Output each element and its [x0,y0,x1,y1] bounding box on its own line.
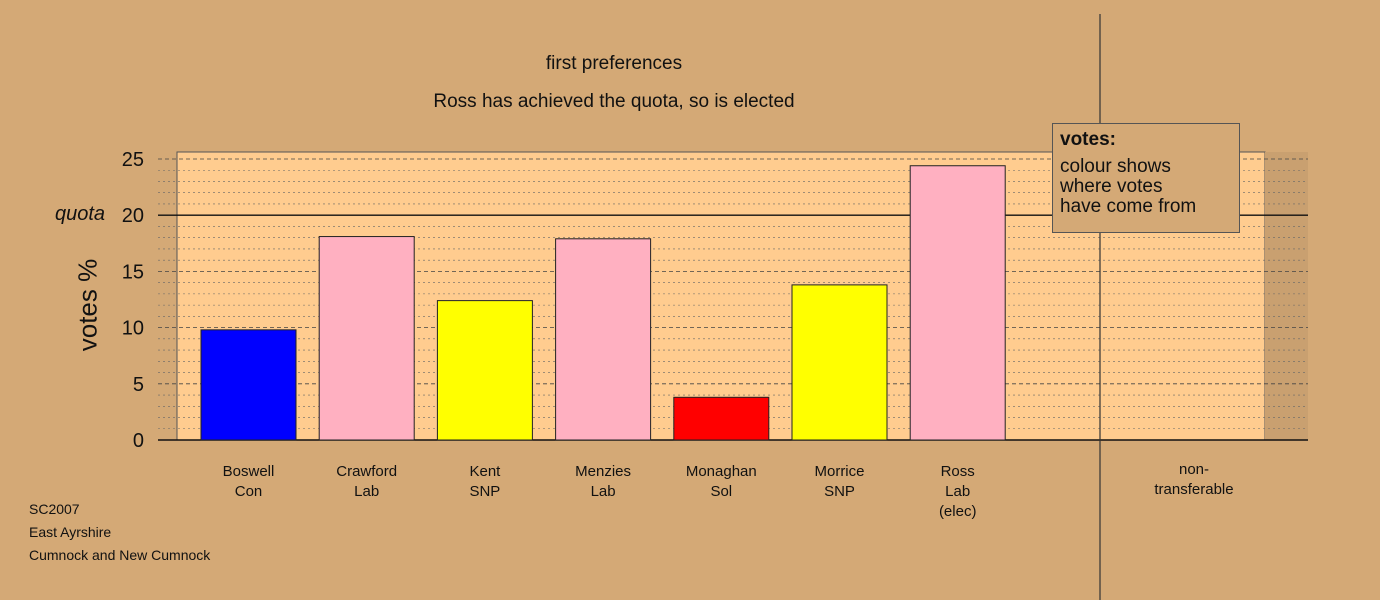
bar-label: Con [235,483,263,500]
bar-label: Monaghan [686,463,757,480]
bar-label: Lab [354,483,379,500]
legend-line: colour shows [1060,156,1171,177]
y-tick-label: 15 [122,261,144,283]
bar-label: Lab [591,483,616,500]
chart-subtitle: Ross has achieved the quota, so is elect… [433,91,795,112]
footer-council: East Ayrshire [29,524,112,540]
y-axis-title: votes % [72,258,103,352]
bar-label: Ross [941,463,975,480]
y-tick-label: 20 [122,205,144,227]
quota-label: quota [55,203,106,225]
bar [673,396,770,441]
bar-label: Crawford [336,463,397,480]
bar [318,236,415,441]
footer-ward: Cumnock and New Cumnock [29,547,211,563]
chart-title: first preferences [545,53,683,74]
bar [555,238,652,441]
y-tick-label: 25 [122,149,144,171]
bar [200,329,297,441]
bar [436,300,533,441]
nontransferable-label: transferable [1154,481,1233,498]
legend-line: where votes [1060,176,1163,197]
legend: votes: colour shows where votes have com… [1052,123,1240,233]
y-tick-label: 5 [133,374,144,396]
bar-label: Lab [945,483,970,500]
y-tick-label: 0 [133,430,144,452]
bar-label: (elec) [939,503,977,520]
bar-label: Kent [469,463,501,480]
y-tick-label: 10 [122,318,144,340]
plot-margin-band [1265,152,1308,440]
bar-label: SNP [469,483,500,500]
bar-label: SNP [824,483,855,500]
bar-label: Sol [710,483,732,500]
legend-heading: votes: [1060,129,1116,150]
nontransferable-label: non- [1179,461,1209,478]
legend-line: have come from [1060,196,1197,217]
bar-label: Morrice [814,463,864,480]
bar [791,284,888,441]
bar [909,165,1006,441]
bar-label: Menzies [575,463,631,480]
bar-label: Boswell [223,463,275,480]
footer-election: SC2007 [29,501,80,517]
